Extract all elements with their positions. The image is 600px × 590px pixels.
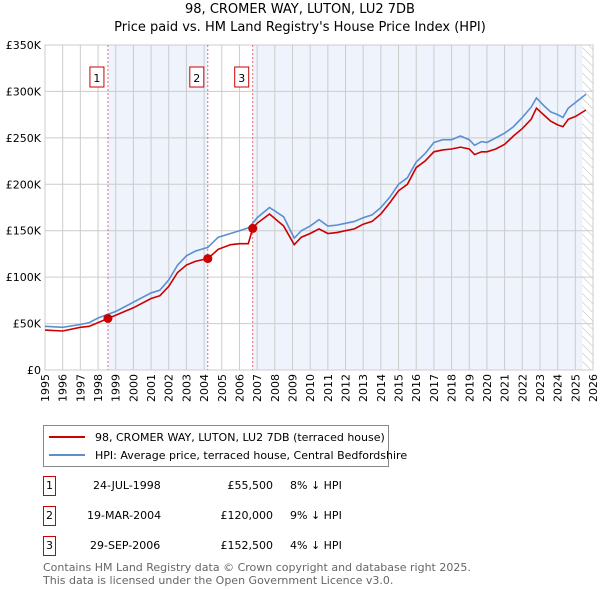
price-line bbox=[44, 106, 587, 332]
sale-marker-box bbox=[189, 66, 205, 88]
x-tick-label: 2003 bbox=[180, 374, 193, 402]
y-tick-label: £350K bbox=[6, 39, 42, 52]
hpi-line bbox=[44, 93, 587, 329]
x-tick-label: 1998 bbox=[92, 374, 105, 402]
sale-hpi-diff: 4% ↓ HPI bbox=[290, 539, 342, 552]
sale-marker-label: 1 bbox=[93, 72, 100, 85]
x-tick-label: 1996 bbox=[57, 374, 70, 402]
sale-marker-box bbox=[234, 66, 250, 88]
x-tick-label: 2009 bbox=[286, 374, 299, 402]
footer-line: Contains HM Land Registry data © Crown c… bbox=[43, 561, 471, 574]
y-tick-label: £100K bbox=[6, 271, 42, 284]
y-tick-label: £250K bbox=[6, 132, 42, 145]
x-tick-label: 2017 bbox=[428, 374, 441, 402]
x-tick-label: 2023 bbox=[534, 374, 547, 402]
sale-date: 19-MAR-2004 bbox=[87, 509, 162, 522]
shaded-period bbox=[252, 45, 583, 370]
footer-line: This data is licensed under the Open Gov… bbox=[43, 574, 394, 587]
y-tick-label: £150K bbox=[6, 225, 42, 238]
legend-label: 98, CROMER WAY, LUTON, LU2 7DB (terraced… bbox=[95, 430, 385, 444]
y-tick-label: £0 bbox=[27, 364, 41, 377]
x-tick-label: 2010 bbox=[304, 374, 317, 402]
sale-date: 29-SEP-2006 bbox=[90, 539, 161, 552]
x-tick-label: 2005 bbox=[216, 374, 229, 402]
sale-price: £120,000 bbox=[220, 509, 274, 522]
sale-row: 1 24-JUL-1998 £55,500 8% ↓ HPI bbox=[43, 476, 600, 496]
x-tick-label: 2020 bbox=[481, 374, 494, 402]
legend-swatch-blue bbox=[49, 454, 85, 456]
x-tick-label: 2013 bbox=[357, 374, 370, 402]
x-tick-label: 2021 bbox=[499, 374, 512, 402]
x-tick-label: 2015 bbox=[393, 374, 406, 402]
chart-title: 98, CROMER WAY, LUTON, LU2 7DB bbox=[185, 2, 415, 17]
legend: 98, CROMER WAY, LUTON, LU2 7DB (terraced… bbox=[43, 425, 407, 467]
sale-row: 2 19-MAR-2004 £120,000 9% ↓ HPI bbox=[43, 506, 600, 526]
sale-marker-label: 2 bbox=[43, 506, 56, 526]
x-tick-label: 2018 bbox=[446, 374, 459, 402]
x-tick-label: 2000 bbox=[127, 374, 140, 402]
sale-price: £55,500 bbox=[227, 479, 274, 492]
sale-row: 3 29-SEP-2006 £152,500 4% ↓ HPI bbox=[43, 536, 600, 556]
sale-marker-label: 1 bbox=[43, 476, 56, 496]
sale-marker-label: 3 bbox=[43, 536, 56, 556]
sale-point bbox=[103, 313, 113, 323]
y-tick-label: £200K bbox=[6, 178, 42, 191]
x-tick-label: 2022 bbox=[516, 374, 529, 402]
x-tick-label: 1995 bbox=[39, 374, 52, 402]
x-tick-label: 2001 bbox=[145, 374, 158, 402]
legend-item-hpi: HPI: Average price, terraced house, Cent… bbox=[44, 447, 407, 463]
x-tick-label: 1999 bbox=[110, 374, 123, 402]
x-tick-label: 2016 bbox=[410, 374, 423, 402]
sale-date: 24-JUL-1998 bbox=[93, 479, 161, 492]
x-tick-label: 2012 bbox=[340, 374, 353, 402]
footer: Contains HM Land Registry data © Crown c… bbox=[43, 561, 471, 587]
sale-point bbox=[203, 254, 213, 264]
x-tick-label: 2006 bbox=[233, 374, 246, 402]
x-tick-label: 1997 bbox=[74, 374, 87, 402]
sale-marker-box bbox=[89, 66, 105, 88]
sale-marker-label: 2 bbox=[193, 72, 200, 85]
x-tick-label: 2026 bbox=[587, 374, 600, 402]
x-tick-label: 2025 bbox=[569, 374, 582, 402]
x-tick-label: 2011 bbox=[322, 374, 335, 402]
y-tick-label: £50K bbox=[13, 318, 42, 331]
legend-swatch-red bbox=[49, 436, 85, 438]
x-tick-label: 2007 bbox=[251, 374, 264, 402]
sale-hpi-diff: 8% ↓ HPI bbox=[290, 479, 342, 492]
x-tick-label: 2019 bbox=[463, 374, 476, 402]
x-tick-label: 2002 bbox=[163, 374, 176, 402]
shaded-period bbox=[107, 45, 208, 370]
sale-marker-label: 3 bbox=[238, 72, 245, 85]
legend-label: HPI: Average price, terraced house, Cent… bbox=[95, 448, 408, 462]
sale-point bbox=[248, 223, 258, 233]
sale-price: £152,500 bbox=[220, 539, 274, 552]
y-tick-label: £300K bbox=[6, 85, 42, 98]
x-tick-label: 2008 bbox=[269, 374, 282, 402]
x-tick-label: 2014 bbox=[375, 374, 388, 402]
x-tick-label: 2024 bbox=[552, 374, 565, 402]
forecast-hatch bbox=[582, 45, 593, 370]
sale-hpi-diff: 9% ↓ HPI bbox=[290, 509, 342, 522]
plot-border bbox=[44, 44, 594, 371]
plot-area: 1995 1996 1997 1998 1999 2000 2001 2002 2003 2004… bbox=[6, 39, 600, 402]
x-tick-label: 2004 bbox=[198, 374, 211, 402]
chart-subtitle: Price paid vs. HM Land Registry's House … bbox=[114, 20, 486, 35]
legend-item-property: 98, CROMER WAY, LUTON, LU2 7DB (terraced… bbox=[44, 429, 385, 445]
